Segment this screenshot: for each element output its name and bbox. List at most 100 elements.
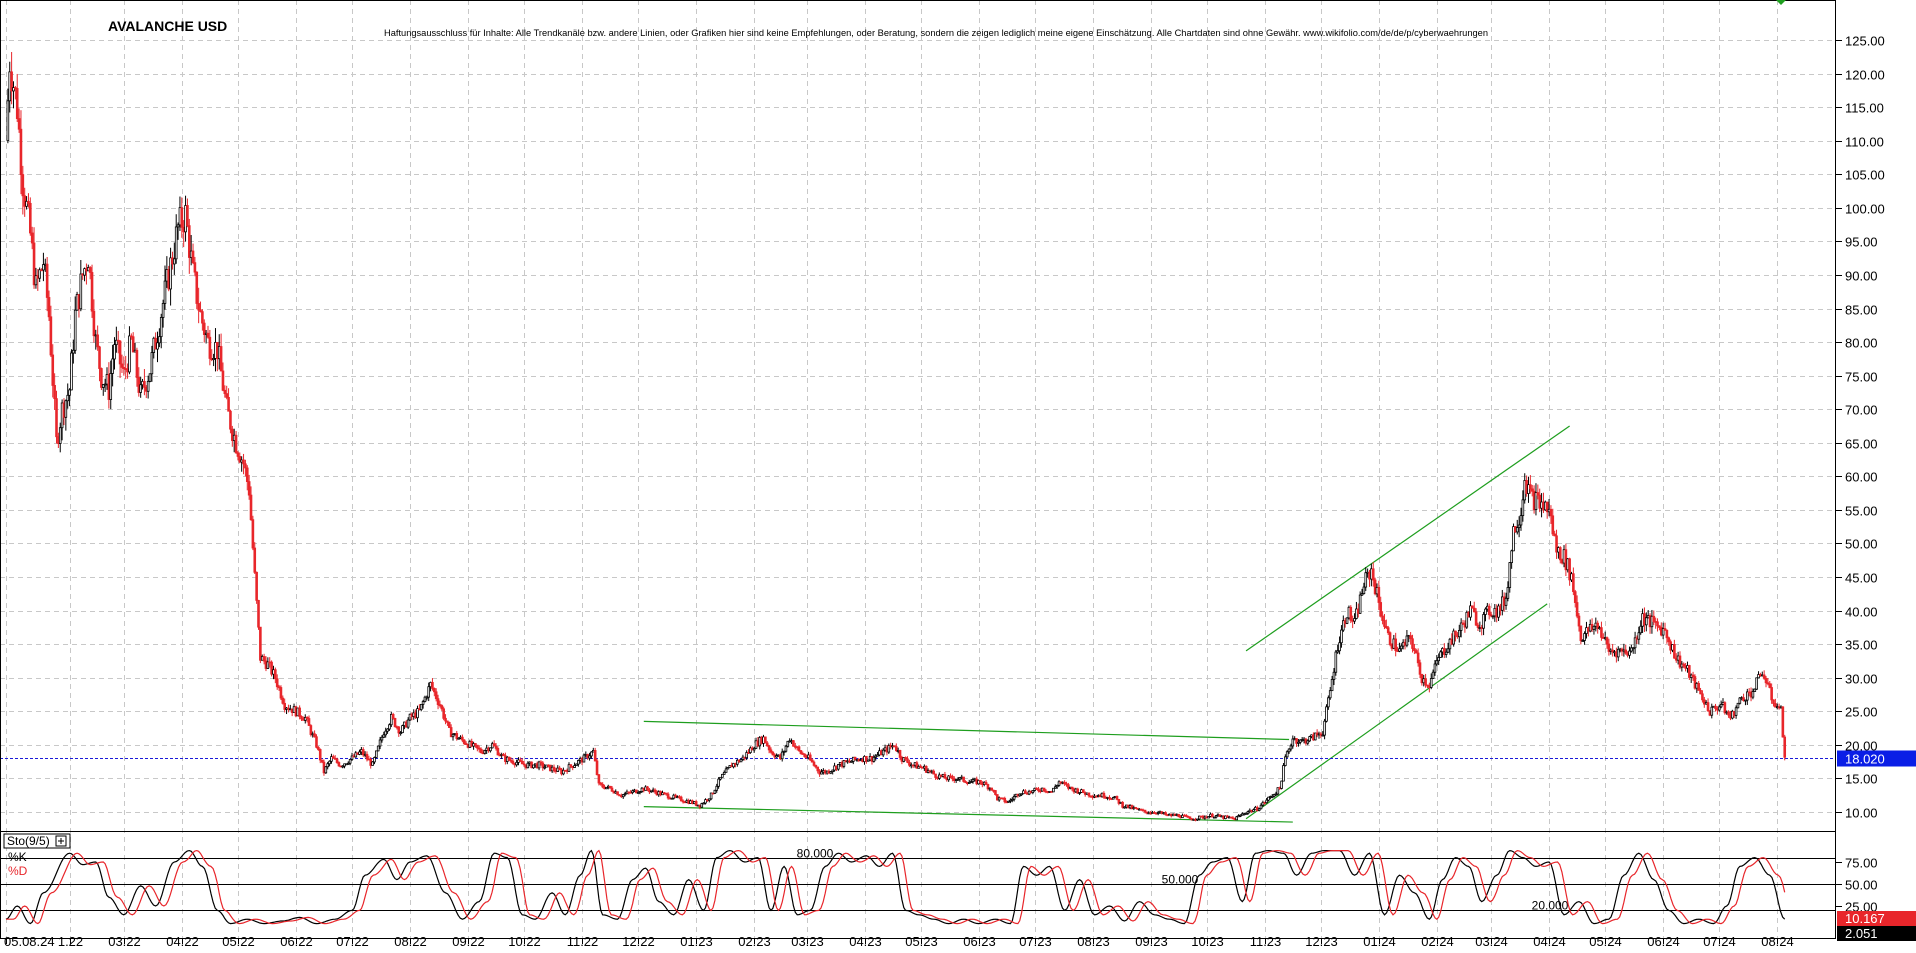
candle-body [1381, 615, 1384, 621]
candle-body [337, 762, 341, 767]
candle-body [1489, 614, 1493, 617]
stochastic-level-label: 50.000 [1162, 873, 1199, 887]
candle-body [1295, 738, 1298, 744]
candle-body [47, 297, 51, 318]
date-tick-label: 10.22 [508, 934, 541, 948]
candle-body [1645, 617, 1648, 626]
candle-body [1444, 651, 1448, 655]
candle-body [1530, 488, 1534, 492]
candle-body [1757, 674, 1760, 679]
price-tick-label: 30.00 [1845, 672, 1878, 687]
candle-body [700, 803, 704, 808]
candle-body [446, 720, 449, 723]
price-tick-label: 125.00 [1845, 34, 1885, 49]
candle-body [1197, 815, 1201, 820]
current-price-badge [1837, 750, 1916, 767]
candle-body [1360, 593, 1364, 596]
candle-body [227, 397, 230, 412]
candle-body [195, 271, 199, 304]
date-tick-label: 07.22 [336, 934, 369, 948]
scroll-indicator-icon[interactable] [1776, 0, 1786, 5]
candle-body [764, 736, 767, 744]
candle-body [1706, 702, 1710, 712]
date-tick-label: 05.23 [905, 934, 938, 948]
candle-body [1631, 647, 1635, 650]
stochastic-panel: 80.000 50.000 20.000 Sto(9/5) %K%D [0, 833, 1836, 925]
date-tick-label: 1.22 [58, 934, 83, 948]
candle-body [29, 202, 32, 234]
candle-body [122, 366, 126, 369]
candle-body [947, 775, 950, 781]
candle-body [1630, 647, 1633, 652]
date-tick-label: 09.23 [1135, 934, 1168, 948]
candle-body [837, 764, 840, 770]
candle-body [159, 317, 163, 338]
candle-body [1353, 618, 1356, 622]
date-tick-label: 05.24 [1589, 934, 1622, 948]
candle-body [908, 761, 911, 766]
date-tick-label: 05.08.24 [4, 934, 55, 948]
candle-body [1592, 625, 1596, 630]
candle-body [515, 761, 518, 766]
candle-body [792, 740, 795, 747]
candle-body [1663, 628, 1667, 631]
candle-body [283, 702, 286, 710]
candle-body [829, 771, 833, 774]
candle-body [1067, 784, 1070, 789]
candle-body [483, 750, 487, 754]
candle-body [1342, 620, 1345, 631]
candle-body [365, 753, 369, 760]
grid [0, 0, 1836, 938]
candle-body [1673, 644, 1676, 659]
candle-body [118, 340, 122, 365]
candle-body [1057, 781, 1061, 786]
candle-body [25, 200, 28, 207]
candle-body [494, 745, 498, 749]
candle-body [1583, 633, 1586, 641]
candle-body [994, 790, 997, 795]
candle-body [348, 758, 352, 764]
candle-body [1755, 677, 1758, 690]
date-tick-label: 08.22 [394, 934, 427, 948]
candle-body [1545, 501, 1549, 513]
price-tick-label: 110.00 [1845, 135, 1884, 150]
date-tick-label: 11.23 [1250, 934, 1282, 948]
candle-body [1285, 751, 1289, 758]
candle-body [1512, 526, 1515, 552]
candle-body [1472, 607, 1476, 613]
candle-body [934, 773, 937, 778]
candle-body [148, 373, 152, 382]
price-tick-label: 60.00 [1845, 470, 1878, 485]
candle-body [440, 705, 444, 710]
price-axis: 125.00 120.00 115.00 110.00 105.00 100.00 95.0… [1836, 34, 1916, 941]
candle-body [1276, 787, 1280, 795]
candle-body [242, 459, 245, 465]
candle-body [249, 494, 253, 521]
candle-body [281, 697, 285, 704]
price-tick-label: 100.00 [1845, 202, 1885, 217]
candle-body [15, 88, 19, 119]
candle-body [1459, 622, 1463, 631]
candle-body [1289, 745, 1293, 750]
candle-body [745, 752, 748, 759]
candle-body [236, 452, 240, 457]
trend-line [643, 806, 1293, 823]
candle-body [593, 750, 597, 762]
date-tick-label: 12.23 [1305, 934, 1338, 948]
date-tick-label: 01.24 [1363, 934, 1396, 948]
candle-body [1454, 630, 1457, 636]
candle-body [1691, 674, 1695, 677]
candle-body [1111, 797, 1115, 800]
current-price-label: 18.020 [1845, 752, 1885, 767]
candle-body [1280, 780, 1283, 789]
candle-body [309, 725, 313, 735]
date-tick-label: 06.22 [280, 934, 313, 948]
candle-body [358, 751, 361, 755]
candle-body [1652, 615, 1656, 622]
candle-body [1624, 649, 1628, 654]
candle-body [275, 678, 279, 688]
candle-body [1457, 630, 1461, 638]
candle-body [346, 762, 350, 765]
candle-body [300, 716, 303, 720]
